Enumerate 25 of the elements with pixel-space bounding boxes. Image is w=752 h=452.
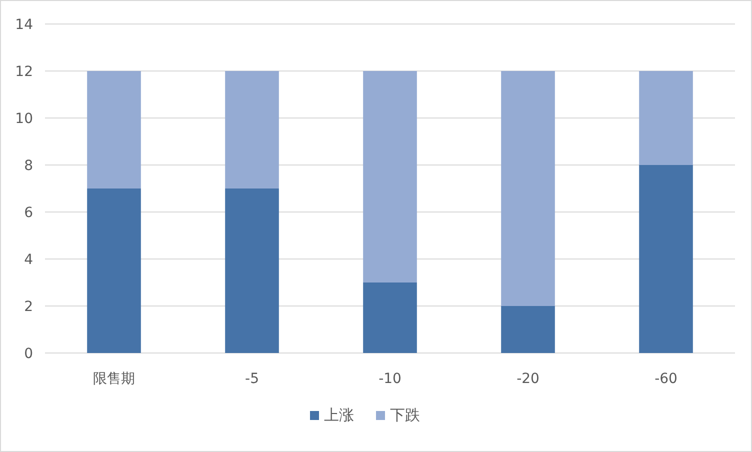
x-tick-label: 限售期	[93, 371, 135, 387]
y-tick-label: 14	[15, 17, 34, 33]
x-tick-label: -20	[516, 371, 540, 387]
legend-label: 下跌	[390, 406, 420, 424]
bar	[363, 71, 417, 282]
bar	[639, 71, 693, 165]
y-tick-label: 0	[24, 346, 33, 362]
y-tick-label: 4	[24, 252, 34, 268]
bar	[501, 71, 555, 306]
bar	[225, 71, 279, 188]
bar	[225, 188, 279, 353]
y-tick-label: 12	[15, 64, 33, 80]
bar	[363, 282, 417, 353]
y-tick-label: 8	[24, 158, 33, 174]
bar	[87, 71, 141, 188]
y-tick-label: 10	[15, 111, 33, 127]
legend-label: 上涨	[324, 406, 354, 424]
y-tick-label: 6	[24, 205, 34, 221]
bar	[501, 306, 555, 353]
x-tick-label: -60	[654, 371, 678, 387]
x-tick-label: -5	[245, 371, 259, 387]
y-tick-label: 2	[24, 299, 33, 315]
bar	[639, 165, 693, 353]
x-tick-label: -10	[378, 371, 402, 387]
bar	[87, 188, 141, 353]
